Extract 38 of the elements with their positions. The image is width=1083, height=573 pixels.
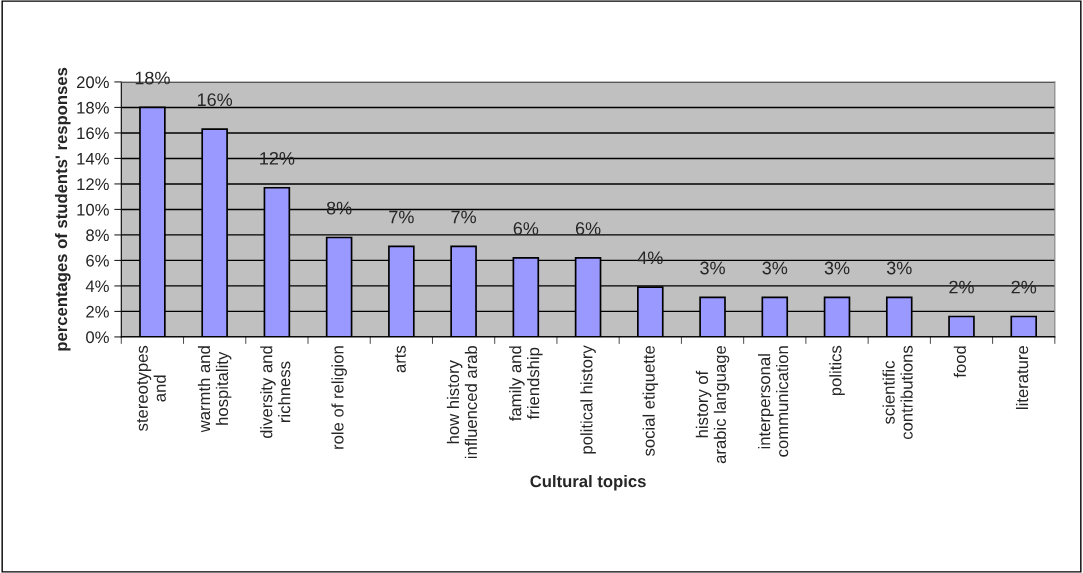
x-tick-label: how history influenced arab [446, 345, 478, 459]
y-tick-label: 16% [77, 127, 109, 140]
x-tick-label: warmth and hospitality [197, 346, 232, 433]
data-label: 3% [762, 261, 788, 275]
data-label: 3% [700, 261, 725, 275]
x-tick-label: role of religion [331, 346, 347, 449]
y-tick-label: 12% [77, 178, 109, 191]
x-tick-label: social etiquette [642, 345, 659, 456]
y-tick-label: 0% [86, 331, 109, 344]
data-label: 7% [451, 210, 476, 224]
y-tick-label: 2% [86, 305, 109, 318]
x-tick-label: food [953, 346, 966, 378]
data-label: 7% [389, 210, 414, 224]
y-axis-title: percentages of students' responses [54, 67, 71, 351]
data-label: 3% [824, 261, 850, 275]
x-tick-label: arts [394, 345, 406, 373]
x-tick-label: politics [829, 345, 845, 396]
y-tick-label: 20% [76, 76, 109, 89]
y-tick-label: 18% [77, 101, 109, 114]
y-tick-label: 14% [77, 152, 109, 165]
x-axis-title: Cultural topics [530, 474, 646, 491]
data-label: 18% [135, 71, 170, 85]
y-tick-label: 6% [86, 254, 109, 267]
x-tick-label: family and friendship [509, 346, 543, 421]
x-tick-label: literature [1015, 345, 1029, 409]
data-label: 6% [513, 222, 539, 235]
x-tick-label: scientific contributions [882, 345, 913, 440]
x-tick-label: interpersonal communication [758, 346, 789, 457]
data-label: 6% [575, 222, 601, 235]
x-tick-label: diversity and richness [260, 346, 291, 439]
x-tick-label: history of arabic language [695, 345, 730, 464]
data-label: 3% [886, 261, 912, 275]
y-tick-label: 4% [85, 280, 109, 293]
data-label: 16% [197, 93, 233, 107]
y-tick-label: 10% [77, 203, 109, 216]
x-tick-label: stereotypes and [136, 345, 166, 431]
y-tick-label: 8% [86, 229, 109, 242]
x-tick-label: political history [580, 345, 596, 454]
